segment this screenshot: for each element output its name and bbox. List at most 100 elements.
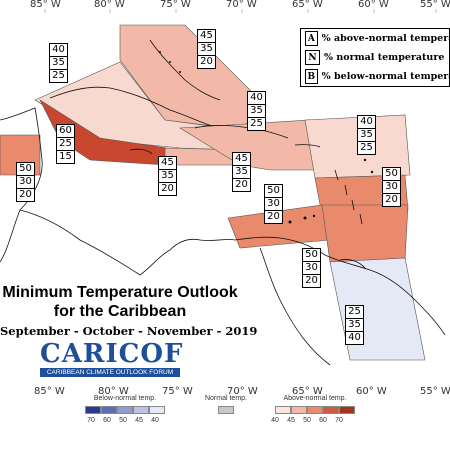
- colorbar-normal-swatches: [218, 406, 234, 414]
- prob-below: 25: [52, 70, 65, 81]
- prob-above: 45: [233, 153, 250, 166]
- colorbar-tick: 40: [271, 417, 279, 424]
- graticule-ticks: [44, 9, 437, 13]
- forecast-period: September - October - November - 2019: [0, 324, 258, 338]
- islands: [159, 51, 374, 224]
- prob-box-turks: 40 35 25: [247, 91, 266, 131]
- prob-above: 50: [303, 249, 320, 262]
- prob-above: 25: [346, 306, 363, 319]
- prob-below: 20: [305, 275, 318, 286]
- legend-key-below: B: [305, 69, 318, 84]
- lon-label-70w-bottom: 70° W: [227, 386, 258, 397]
- logo-subtitle: CARIBBEAN CLIMATE OUTLOOK FORUM: [40, 368, 180, 377]
- prob-above: 40: [248, 92, 265, 105]
- prob-normal: 35: [346, 319, 363, 332]
- prob-above: 60: [57, 125, 74, 138]
- legend: A % above-normal temperature N % normal …: [300, 28, 450, 87]
- colorbar-above-swatches: [275, 406, 355, 414]
- legend-key-above: A: [305, 31, 318, 46]
- colorbar-swatch: [101, 406, 117, 414]
- prob-above: 45: [198, 30, 215, 43]
- map-title-line1: Minimum Temperature Outlook: [2, 284, 238, 301]
- prob-box-abc-islands: 50 30 20: [302, 248, 321, 288]
- zone-hispaniola: [179, 119, 331, 171]
- prob-above: 40: [358, 116, 375, 129]
- prob-below: 20: [19, 189, 32, 200]
- caricof-logo: CARICOF CARIBBEAN CLIMATE OUTLOOK FORUM: [40, 340, 182, 377]
- colorbar-swatch: [218, 406, 234, 414]
- prob-normal: 35: [50, 57, 67, 70]
- prob-normal: 35: [198, 43, 215, 56]
- prob-below: 25: [250, 118, 263, 129]
- prob-normal: 30: [383, 181, 400, 194]
- colorbar-swatch: [275, 406, 291, 414]
- prob-below: 20: [267, 211, 280, 222]
- prob-box-yucatan: 50 30 20: [16, 162, 35, 202]
- longitude-labels: 85° W 80° W 75° W 70° W 65° W 60° W 55° …: [30, 0, 450, 397]
- colorbar-tick: 70: [335, 417, 343, 424]
- colorbar-below-ticks: 70 60 50 45 40: [83, 417, 163, 424]
- prob-box-jamaica: 45 35 20: [158, 156, 177, 196]
- lon-label-80w-bottom: 80° W: [98, 386, 129, 397]
- colorbar-tick: 45: [135, 417, 143, 424]
- colorbar-below-swatches: [85, 406, 165, 414]
- lon-label-55w-bottom: 55° W: [420, 386, 450, 397]
- lon-label-65w: 65° W: [292, 0, 323, 10]
- map-title-line2: for the Caribbean: [53, 303, 187, 320]
- colorbar-tick: 45: [287, 417, 295, 424]
- lon-label-60w: 60° W: [358, 0, 389, 10]
- legend-row-below: B % below-normal temperature: [301, 67, 449, 86]
- prob-normal: 25: [57, 138, 74, 151]
- legend-text-normal: % normal temperature: [324, 52, 445, 63]
- prob-below: 20: [385, 194, 398, 205]
- prob-normal: 35: [159, 170, 176, 183]
- colorbar-swatch: [323, 406, 339, 414]
- prob-below: 40: [348, 332, 361, 343]
- prob-below: 20: [161, 183, 174, 194]
- prob-normal: 35: [248, 105, 265, 118]
- legend-row-above: A % above-normal temperature: [301, 29, 449, 48]
- colorbar-tick: 60: [103, 417, 111, 424]
- coastlines: [0, 39, 446, 366]
- legend-text-below: % below-normal temperature: [321, 71, 449, 82]
- lon-label-75w-bottom: 75° W: [162, 386, 193, 397]
- prob-box-cuba-west: 40 35 25: [49, 43, 68, 83]
- prob-box-bahamas: 45 35 20: [197, 29, 216, 69]
- prob-box-guianas: 25 35 40: [345, 305, 364, 345]
- prob-normal: 30: [265, 198, 282, 211]
- prob-above: 45: [159, 157, 176, 170]
- prob-below: 15: [59, 151, 72, 162]
- colorbar-tick: 40: [151, 417, 159, 424]
- lon-label-80w: 80° W: [94, 0, 125, 10]
- zone-trinidad: [321, 204, 409, 263]
- lon-label-85w: 85° W: [30, 0, 61, 10]
- prob-normal: 30: [17, 176, 34, 189]
- colorbar-swatch: [149, 406, 165, 414]
- lon-label-75w: 75° W: [160, 0, 191, 10]
- colorbar-tick: 50: [119, 417, 127, 424]
- prob-box-windward: 50 30 20: [382, 167, 401, 207]
- prob-below: 20: [200, 56, 213, 67]
- lon-label-85w-bottom: 85° W: [34, 386, 65, 397]
- colorbar-tick: 50: [303, 417, 311, 424]
- colorbar-tick: 70: [87, 417, 95, 424]
- legend-row-normal: N % normal temperature: [301, 48, 449, 67]
- colorbar-normal-title: Normal temp.: [204, 395, 247, 402]
- lon-label-70w: 70° W: [226, 0, 257, 10]
- prob-below: 25: [360, 142, 373, 153]
- colorbar-swatch: [85, 406, 101, 414]
- prob-above: 50: [17, 163, 34, 176]
- colorbar-below-title: Below-normal temp.: [93, 395, 157, 402]
- lon-label-55w: 55° W: [420, 0, 450, 10]
- prob-above: 40: [50, 44, 67, 57]
- prob-below: 20: [235, 179, 248, 190]
- colorbar-swatch: [307, 406, 323, 414]
- prob-normal: 35: [233, 166, 250, 179]
- colorbar-tick: 60: [319, 417, 327, 424]
- colorbar-swatch: [291, 406, 307, 414]
- colorbar-above-ticks: 40 45 50 60 70: [267, 417, 347, 424]
- prob-above: 50: [265, 185, 282, 198]
- prob-above: 50: [383, 168, 400, 181]
- prob-box-belize: 60 25 15: [56, 124, 75, 164]
- colorbar-swatch: [133, 406, 149, 414]
